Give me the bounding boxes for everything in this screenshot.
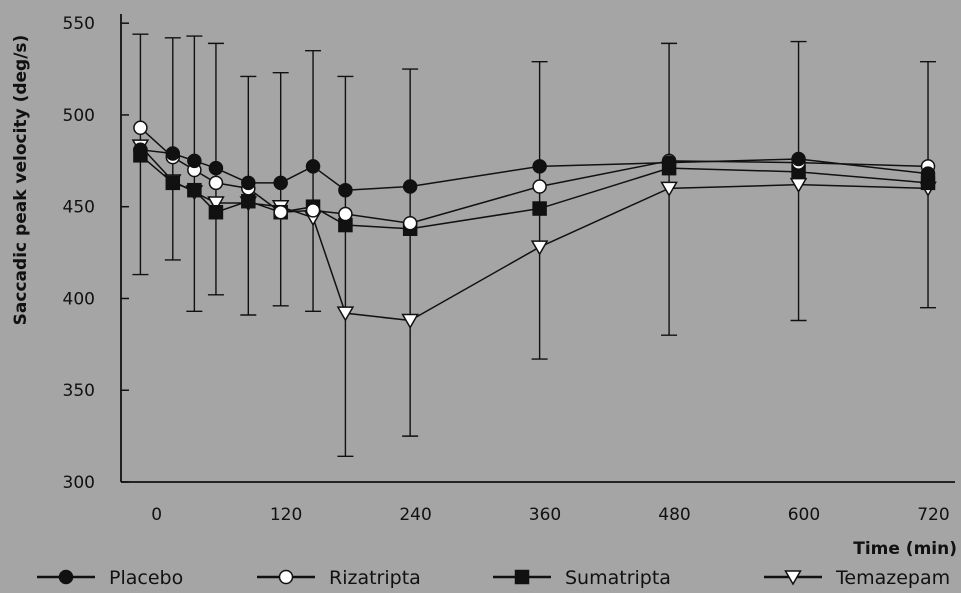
y-tick-label: 400: [63, 289, 95, 309]
data-point: [208, 204, 224, 220]
data-point: [273, 204, 288, 220]
data-point: [532, 179, 547, 194]
data-point: [660, 181, 678, 197]
data-point: [336, 306, 355, 322]
data-point: [402, 179, 418, 194]
data-point: [165, 175, 181, 191]
data-point: [338, 182, 353, 198]
y-tick-label: 450: [63, 198, 95, 218]
data-point: [187, 153, 202, 169]
data-point: [532, 159, 547, 174]
legend-label: Sumatripta: [565, 567, 671, 589]
data-point: [530, 240, 549, 256]
data-point: [532, 201, 547, 216]
data-point: [402, 215, 418, 231]
tick-labels: 300 350 400 450 500 550 0 120 240 360 480 600 720: [63, 14, 950, 525]
y-tick-label: 500: [63, 106, 95, 126]
legend-marker: [784, 570, 802, 586]
x-tick-label: 480: [658, 505, 690, 525]
data-point: [401, 313, 419, 329]
data-point: [133, 120, 148, 136]
legend-label: Placebo: [109, 567, 183, 589]
data-point: [305, 203, 321, 218]
legend: Placebo Rizatripta Sumatripta Temazepam: [37, 567, 950, 589]
data-point: [187, 182, 202, 198]
axes: [120, 14, 955, 483]
x-tick-label: 0: [151, 505, 162, 525]
data-point: [165, 146, 181, 161]
data-point: [133, 142, 148, 158]
series-markers: [131, 120, 937, 329]
data-point: [241, 193, 256, 209]
x-tick-label: 240: [399, 505, 431, 525]
x-axis-title: Time (min): [853, 539, 957, 559]
legend-label: Rizatripta: [329, 567, 421, 589]
data-point: [791, 151, 806, 167]
data-point: [338, 206, 353, 222]
data-point: [208, 160, 224, 176]
x-tick-label: 120: [270, 505, 302, 525]
y-tick-label: 300: [63, 473, 95, 493]
data-point: [273, 175, 288, 191]
x-tick-label: 360: [529, 505, 561, 525]
y-tick-label: 550: [63, 14, 95, 34]
y-tick-label: 350: [63, 381, 95, 401]
legend-label: Temazepam: [835, 567, 950, 589]
data-point: [241, 175, 256, 191]
legend-marker: [58, 569, 74, 585]
y-axis-title: Saccadic peak velocity (deg/s): [11, 35, 31, 326]
data-point: [920, 166, 936, 181]
legend-marker: [278, 569, 294, 585]
series-lines: [139, 127, 929, 322]
legend-marker: [514, 569, 530, 585]
x-tick-label: 600: [788, 505, 820, 525]
x-tick-label: 720: [917, 505, 949, 525]
data-point: [208, 175, 224, 191]
data-point: [661, 155, 677, 170]
data-point: [207, 196, 225, 212]
data-point: [305, 159, 321, 174]
